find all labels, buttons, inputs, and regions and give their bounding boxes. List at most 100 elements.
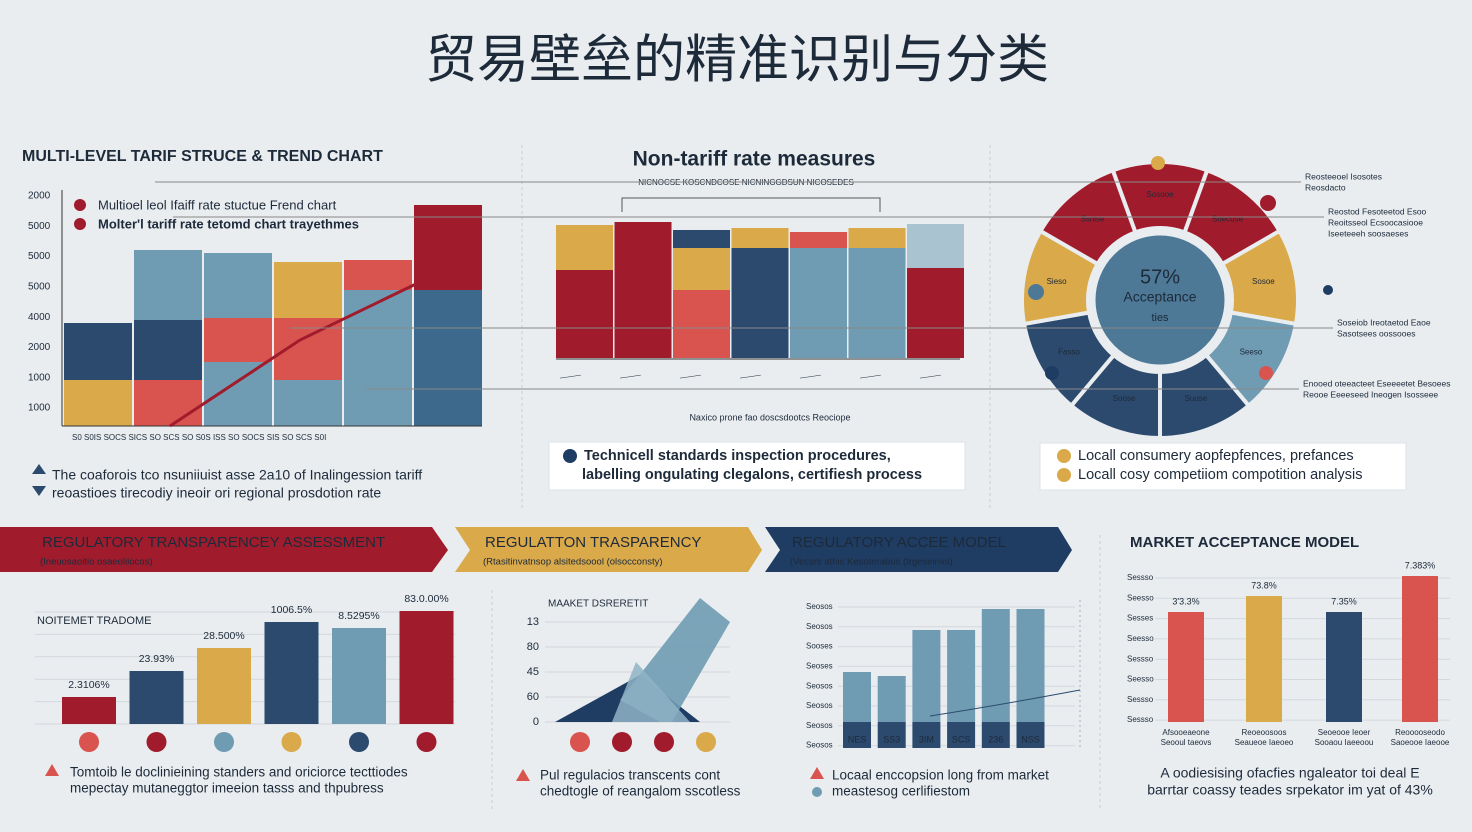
bar-label: 7.383% — [1405, 560, 1436, 570]
dot — [1323, 285, 1333, 295]
trend-line — [929, 689, 1081, 717]
bar-segment — [912, 630, 941, 722]
icon — [810, 767, 824, 779]
subtitle: NICNOCSE KOSCNDCOSE NICNINGGDSUN NICOSED… — [638, 178, 854, 187]
note: The coaforois tco nsuniiuist asse 2a10 o… — [52, 467, 422, 483]
x-tick-label: Seooul taeovs — [1161, 738, 1212, 747]
legend-item: Locall consumery aopfepfences, prefances — [1078, 448, 1354, 464]
bar — [399, 611, 454, 724]
x-tick-label: 236 — [988, 734, 1003, 744]
dot — [696, 732, 716, 752]
chart-label: NOITEMET TRADOME — [37, 615, 152, 627]
bar — [264, 622, 319, 724]
x-tick-label: Seoeooe Ieoer — [1318, 728, 1371, 737]
bar — [1246, 596, 1282, 722]
area-shape — [612, 662, 690, 722]
x-tick-mark: ——— — [740, 372, 762, 382]
callout: Enooed oteeacteet Eseeeetet Besoees — [1303, 378, 1450, 388]
y-tick-label: Seesso — [1127, 675, 1154, 684]
y-tick-label: Seosos — [806, 622, 833, 631]
y-tick-label: 5000 — [28, 251, 51, 262]
x-tick-label: NSS — [1021, 734, 1040, 744]
y-tick-label: 2000 — [28, 342, 51, 353]
caption: mepectay mutaneggtor imeeion tasss and t… — [70, 781, 384, 796]
segment-label: Soose — [1113, 394, 1136, 403]
banner-subtitle: (Vecsrs athis Kesoterabus (trgeseinvs) — [790, 557, 953, 568]
x-tick-label: SS3 — [883, 734, 900, 744]
bar-segment — [64, 323, 132, 380]
legend-box — [1039, 442, 1407, 491]
segment-label: Soecuse — [1212, 215, 1244, 224]
x-tick-label: Sooaou Iaeeoou — [1315, 738, 1374, 747]
bar-label: 7.35% — [1331, 596, 1357, 606]
legend-item: Locall cosy competiiom compotition analy… — [1078, 467, 1363, 483]
icon — [516, 769, 530, 781]
y-tick-label: Seosos — [806, 602, 833, 611]
bar-segment — [912, 722, 941, 748]
bar-label: 73.8% — [1251, 580, 1277, 590]
bar-segment — [673, 248, 730, 290]
x-tick-label: NES — [848, 734, 867, 744]
dot — [812, 787, 822, 797]
center-label: ties — [1151, 312, 1169, 324]
trend-line — [169, 248, 479, 428]
bar-segment — [274, 380, 342, 426]
note: reoastioes tirecodiy ineoir ori regional… — [52, 485, 381, 501]
callout: Reooe Eeeeseed Ineogen Isosseee — [1303, 389, 1438, 399]
banner-subtitle: (Ineuosaoitio osaeoliiocos) — [40, 557, 152, 568]
y-tick-label: Seosos — [806, 721, 833, 730]
segment-label: Sosoe — [1252, 277, 1275, 286]
bar-segment — [204, 318, 272, 362]
bar-segment — [947, 722, 976, 748]
dot — [74, 218, 86, 230]
bar — [1402, 576, 1438, 722]
bar — [1326, 612, 1362, 722]
bar-label: 28.500% — [203, 630, 244, 642]
bar-segment — [64, 380, 132, 426]
bar-label: 83.0.00% — [404, 593, 448, 605]
icon — [32, 464, 46, 496]
bracket — [621, 197, 881, 212]
segment-label: Fasso — [1058, 348, 1080, 357]
x-tick-mark: ——— — [920, 372, 942, 382]
bar — [129, 671, 184, 724]
panel-title: Non-tariff rate measures — [633, 148, 876, 171]
y-tick-label: Sessso — [1127, 654, 1154, 663]
banner — [0, 527, 448, 572]
dot — [349, 732, 369, 752]
bar-segment — [414, 290, 482, 426]
x-tick-mark: ——— — [680, 372, 702, 382]
y-tick-label: Sesses — [1127, 614, 1153, 623]
y-tick-label: 4000 — [28, 312, 51, 323]
bar-segment — [134, 320, 202, 380]
center-label: Acceptance — [1123, 289, 1196, 305]
bar-segment — [673, 230, 730, 248]
banner — [455, 527, 762, 572]
caption: Tomtoib le doclinieining standers and or… — [70, 765, 408, 780]
bar-segment — [907, 224, 964, 268]
bar-segment — [981, 722, 1010, 748]
panel-title: MULTI-LEVEL TARIF STRUCE & TREND CHART — [22, 148, 383, 165]
bar-segment — [414, 205, 482, 290]
bar-segment — [204, 253, 272, 318]
bar-segment — [614, 222, 672, 358]
y-tick-label: Sooses — [806, 642, 833, 651]
dot — [563, 449, 577, 463]
banner-title: MARKET ACCEPTANCE MODEL — [1130, 534, 1359, 551]
dot — [654, 732, 674, 752]
y-tick-label: 45 — [527, 666, 539, 678]
x-tick-label: Saoeooe Iaeooe — [1391, 738, 1450, 747]
bar-label: 2.3106% — [68, 679, 109, 691]
x-tick-label: SCS — [952, 734, 971, 744]
x-tick-label: 3IM — [919, 734, 934, 744]
bar-segment — [344, 260, 412, 290]
dot — [1045, 366, 1059, 380]
legend-item: Technicell standards inspection procedur… — [584, 448, 891, 464]
chart-label: MAAKET DSRERETIT — [548, 599, 648, 610]
bar-segment — [848, 248, 906, 358]
y-tick-label: Seosos — [806, 681, 833, 690]
dot — [1028, 284, 1044, 300]
callout: Reosteeoel Isosotes — [1305, 171, 1382, 181]
